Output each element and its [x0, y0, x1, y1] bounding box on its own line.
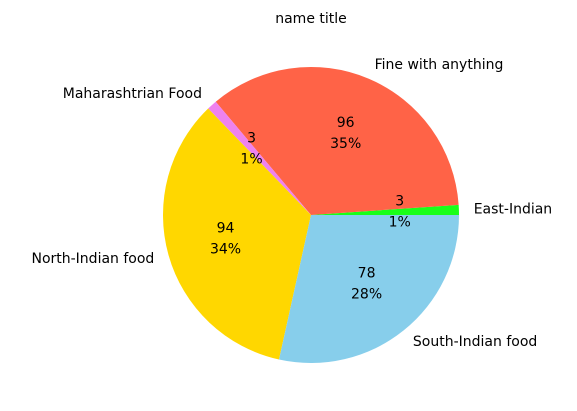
- pie-slice-maharashtrian-food: [208, 101, 311, 215]
- slice-count-south-indian-food: 78: [358, 266, 376, 282]
- slice-label-fine-with-anything: Fine with anything: [375, 57, 504, 73]
- pie-slice-east-indian: [311, 204, 459, 215]
- chart-title: name title: [275, 11, 347, 27]
- slice-count-east-indian: 3: [395, 193, 404, 209]
- slice-label-south-indian-food: South-Indian food: [413, 334, 537, 350]
- pie-slice-south-indian-food: [279, 215, 459, 363]
- pie-slice-north-indian-food: [162, 108, 311, 360]
- slice-percent-fine-with-anything: 35%: [330, 136, 361, 152]
- slice-label-north-indian-food: North-Indian food: [31, 251, 154, 267]
- slice-count-fine-with-anything: 96: [337, 115, 355, 131]
- slice-label-east-indian: East-Indian: [474, 201, 553, 217]
- slice-percent-east-indian: 1%: [389, 214, 411, 230]
- slice-percent-south-indian-food: 28%: [351, 287, 382, 303]
- slice-count-north-indian-food: 94: [217, 221, 235, 237]
- slice-count-maharashtrian-food: 3: [247, 131, 256, 147]
- pie-slices: [162, 67, 459, 363]
- slice-percent-maharashtrian-food: 1%: [240, 152, 262, 168]
- pie-slice-fine-with-anything: [215, 67, 459, 215]
- pie-labels: East-Indian 3 1% Fine with anything 96 35% Mah…: [31, 57, 552, 350]
- slice-label-maharashtrian-food: Maharashtrian Food: [63, 86, 202, 102]
- slice-percent-north-indian-food: 34%: [210, 242, 241, 258]
